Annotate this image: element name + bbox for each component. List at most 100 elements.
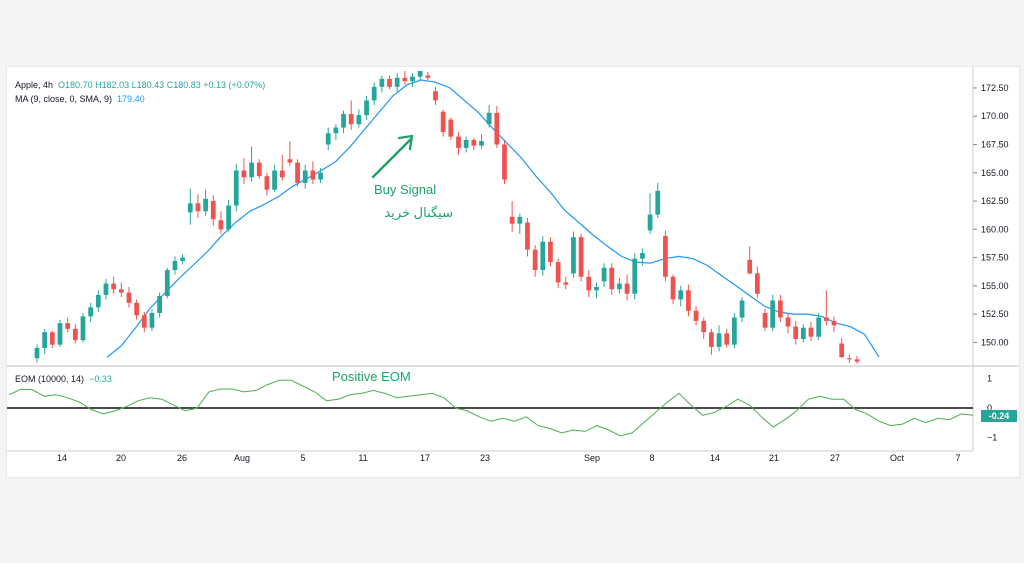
high-value: H182.03 bbox=[95, 80, 130, 90]
candle bbox=[333, 124, 339, 140]
price-tick-label: 160.00 bbox=[981, 224, 1009, 234]
candle bbox=[187, 188, 193, 225]
candle bbox=[456, 132, 461, 155]
candle bbox=[594, 282, 599, 299]
candle bbox=[663, 230, 668, 282]
price-tick-label: 170.00 bbox=[981, 111, 1009, 121]
open-value: O180.70 bbox=[58, 80, 93, 90]
candle bbox=[754, 266, 760, 299]
time-tick-label: 23 bbox=[480, 453, 490, 463]
time-tick-label: 21 bbox=[769, 453, 779, 463]
ma-layer bbox=[106, 79, 880, 358]
candle bbox=[571, 231, 576, 278]
ma-label: MA (9, close, 0, SMA, 9) bbox=[15, 94, 113, 104]
eom-layer bbox=[7, 379, 974, 437]
candle bbox=[808, 322, 814, 342]
candle bbox=[777, 294, 783, 323]
candle bbox=[670, 274, 676, 304]
price-tick-label: 167.50 bbox=[981, 140, 1009, 150]
price-tick-label: 165.00 bbox=[981, 168, 1009, 178]
price-tick-label: 162.50 bbox=[981, 196, 1009, 206]
candle bbox=[356, 109, 362, 128]
candle bbox=[800, 324, 806, 343]
candle bbox=[785, 312, 791, 334]
candle bbox=[65, 317, 71, 333]
candle bbox=[233, 163, 239, 212]
candle bbox=[617, 277, 622, 294]
time-tick-label: Oct bbox=[890, 453, 905, 463]
candle bbox=[379, 75, 385, 93]
ma-value: 179.40 bbox=[117, 94, 145, 104]
candle bbox=[433, 86, 438, 105]
candle bbox=[502, 141, 507, 185]
candle bbox=[295, 159, 300, 187]
time-tick-label: 8 bbox=[649, 453, 654, 463]
candle bbox=[264, 172, 270, 196]
time-tick-label: Sep bbox=[584, 453, 600, 463]
candle bbox=[417, 71, 423, 81]
eom-legend-value: −0.33 bbox=[89, 374, 112, 384]
candle bbox=[149, 309, 155, 332]
candle bbox=[586, 270, 592, 298]
candle bbox=[164, 267, 170, 299]
candle bbox=[448, 117, 454, 140]
candle bbox=[793, 320, 799, 345]
candle bbox=[72, 324, 78, 344]
candle bbox=[486, 104, 492, 128]
candle bbox=[348, 100, 354, 130]
candle bbox=[747, 246, 753, 275]
candle bbox=[548, 237, 553, 267]
candle bbox=[141, 311, 147, 333]
eom-legend: EOM (10000, 14) −0.33 bbox=[15, 374, 112, 384]
candle bbox=[854, 355, 860, 364]
candle bbox=[394, 73, 400, 92]
candle bbox=[410, 73, 415, 87]
low-value: L180.43 bbox=[131, 80, 165, 90]
candle bbox=[732, 312, 737, 349]
candle bbox=[479, 134, 484, 150]
candle bbox=[770, 294, 776, 332]
candle bbox=[686, 284, 691, 317]
candle bbox=[846, 354, 852, 363]
time-tick-label: 27 bbox=[830, 453, 840, 463]
time-tick-label: 14 bbox=[710, 453, 720, 463]
ma-legend: MA (9, close, 0, SMA, 9) 179.40 bbox=[15, 94, 145, 104]
candle bbox=[341, 110, 346, 134]
candle bbox=[709, 328, 714, 355]
candle bbox=[318, 168, 323, 183]
candle bbox=[364, 95, 369, 120]
candle bbox=[218, 211, 224, 234]
candle bbox=[95, 290, 101, 312]
candle bbox=[49, 331, 55, 349]
candle bbox=[831, 316, 837, 333]
eom-label: EOM (10000, 14) bbox=[15, 374, 85, 384]
candle bbox=[517, 213, 523, 234]
symbol-legend: Apple, 4h O180.70 H182.03 L180.43 C180.8… bbox=[15, 80, 265, 90]
candle bbox=[425, 72, 431, 81]
price-tick-label: 150.00 bbox=[981, 337, 1009, 347]
candle bbox=[839, 337, 845, 359]
eom-tick-label: 0 bbox=[987, 403, 992, 413]
grid bbox=[7, 67, 1019, 452]
candle bbox=[249, 146, 254, 182]
candle bbox=[80, 312, 86, 343]
candle bbox=[111, 276, 117, 294]
candle bbox=[287, 141, 293, 166]
time-tick-label: 11 bbox=[358, 453, 367, 463]
candle bbox=[256, 159, 262, 179]
candle bbox=[823, 290, 829, 326]
candle bbox=[624, 274, 630, 301]
eom-value-badge: -0.24 bbox=[981, 410, 1017, 422]
change-value: +0.13 (+0.07%) bbox=[203, 80, 266, 90]
close-value: C180.83 bbox=[166, 80, 201, 90]
candle bbox=[42, 328, 48, 354]
candle bbox=[540, 236, 546, 276]
eom-tick-label: 1 bbox=[987, 374, 992, 384]
candle bbox=[816, 312, 822, 341]
candle bbox=[203, 189, 208, 216]
price-chart[interactable]: 150.00 152.50 155.00 157.50 160.00 162.50 165.… bbox=[7, 67, 1019, 477]
candle bbox=[716, 325, 722, 352]
candle bbox=[525, 218, 530, 257]
candle bbox=[302, 164, 308, 189]
chart-card: 150.00 152.50 155.00 157.50 160.00 162.50 165.… bbox=[6, 66, 1020, 478]
